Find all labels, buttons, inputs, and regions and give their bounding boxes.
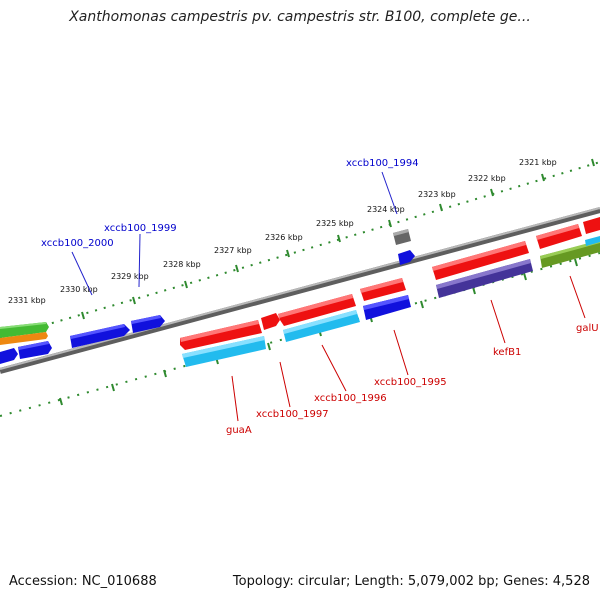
gene-highlight	[393, 229, 409, 236]
gene-label-kefB1[interactable]: kefB1	[493, 347, 521, 358]
label-connectors	[71, 171, 586, 422]
kbp-label: 2326 kbp	[265, 233, 303, 242]
scale-tick	[267, 342, 271, 351]
gene-highlight	[0, 322, 46, 329]
gene-highlight	[363, 295, 409, 310]
genome-summary-text: Topology: circular; Length: 5,079,002 bp…	[232, 574, 590, 589]
gene-label-xccb100-1994[interactable]: xccb100_1994	[346, 158, 419, 169]
gene-orange-left[interactable]	[0, 332, 48, 345]
gene-highlight	[18, 341, 49, 350]
gene-highlight	[436, 259, 531, 289]
genome-backbone	[0, 207, 600, 374]
gene-label-xccb100-2000[interactable]: xccb100_2000	[41, 238, 114, 249]
connector-line	[138, 233, 141, 288]
scale-tick	[439, 203, 443, 212]
kbp-label: 2324 kbp	[367, 205, 405, 214]
scale-tick	[490, 188, 494, 197]
scale-tick	[184, 280, 188, 289]
gene-red-edge[interactable]	[583, 217, 600, 234]
scale-tick	[235, 264, 239, 273]
gene-xccb100-2000[interactable]	[70, 324, 130, 348]
kbp-label: 2325 kbp	[316, 219, 354, 228]
scale-tick	[81, 311, 85, 320]
scale-labels: 2331 kbp 2330 kbp 2329 kbp 2328 kbp 2327…	[8, 158, 557, 305]
gene-cyan-edge	[585, 236, 600, 246]
scale-tick	[472, 286, 476, 295]
kbp-label: 2329 kbp	[111, 272, 149, 281]
forward-strand-genes	[0, 229, 600, 348]
scale-tick	[286, 249, 290, 258]
kbp-label: 2327 kbp	[214, 246, 252, 255]
connector-line	[490, 299, 506, 344]
connector-line	[231, 375, 239, 422]
gene-label-xccb100-1999[interactable]: xccb100_1999	[104, 223, 177, 234]
scale-tick	[523, 272, 527, 281]
kbp-label: 2322 kbp	[468, 174, 506, 183]
scale-tick	[337, 234, 341, 243]
connector-line	[321, 344, 347, 392]
gene-highlight	[540, 240, 600, 259]
gene-label-xccb100-1997[interactable]: xccb100_1997	[256, 409, 329, 420]
scale-tick	[541, 173, 545, 182]
connector-line	[393, 329, 409, 376]
gene-label-galU[interactable]: galU	[576, 323, 599, 334]
gene-highlight	[432, 241, 526, 271]
accession-text: Accession: NC_010688	[9, 574, 157, 589]
kbp-label: 2323 kbp	[418, 190, 456, 199]
gene-red-small[interactable]	[261, 313, 280, 330]
scale-tick	[111, 383, 115, 392]
reverse-strand-genes	[0, 217, 600, 367]
gene-highlight	[180, 320, 259, 342]
scale-tick	[591, 158, 595, 167]
scale-tick	[163, 369, 167, 378]
connector-line	[569, 275, 586, 319]
gene-highlight	[131, 315, 161, 324]
gene-label-xccb100-1996[interactable]: xccb100_1996	[314, 393, 387, 404]
map-title: Xanthomonas campestris pv. campestris st…	[69, 9, 531, 25]
gene-blue-small[interactable]	[398, 250, 415, 265]
scale-tick	[59, 397, 63, 406]
gene-blue-left-1[interactable]	[0, 348, 18, 364]
gene-label-guaA[interactable]: guaA	[226, 425, 252, 436]
scale-tick	[132, 296, 136, 305]
gene-label-xccb100-1995[interactable]: xccb100_1995	[374, 377, 447, 388]
connector-line	[381, 171, 398, 215]
scale-tick	[420, 300, 424, 309]
gene-highlight	[536, 224, 579, 240]
gene-highlight	[283, 310, 357, 334]
scale-tick	[574, 258, 578, 267]
scale-tick	[388, 219, 392, 228]
kbp-label: 2328 kbp	[163, 260, 201, 269]
gene-highlight	[360, 278, 403, 293]
gene-highlight	[182, 336, 265, 358]
kbp-label: 2331 kbp	[8, 296, 46, 305]
gene-highlight	[70, 324, 125, 339]
gene-labels: xccb100_2000 xccb100_1999 xccb100_1994 g…	[41, 158, 599, 436]
connector-line	[71, 251, 93, 296]
connector-line	[279, 361, 291, 408]
kbp-label: 2330 kbp	[60, 285, 98, 294]
gene-highlight	[278, 294, 353, 318]
kbp-label: 2321 kbp	[519, 158, 557, 167]
